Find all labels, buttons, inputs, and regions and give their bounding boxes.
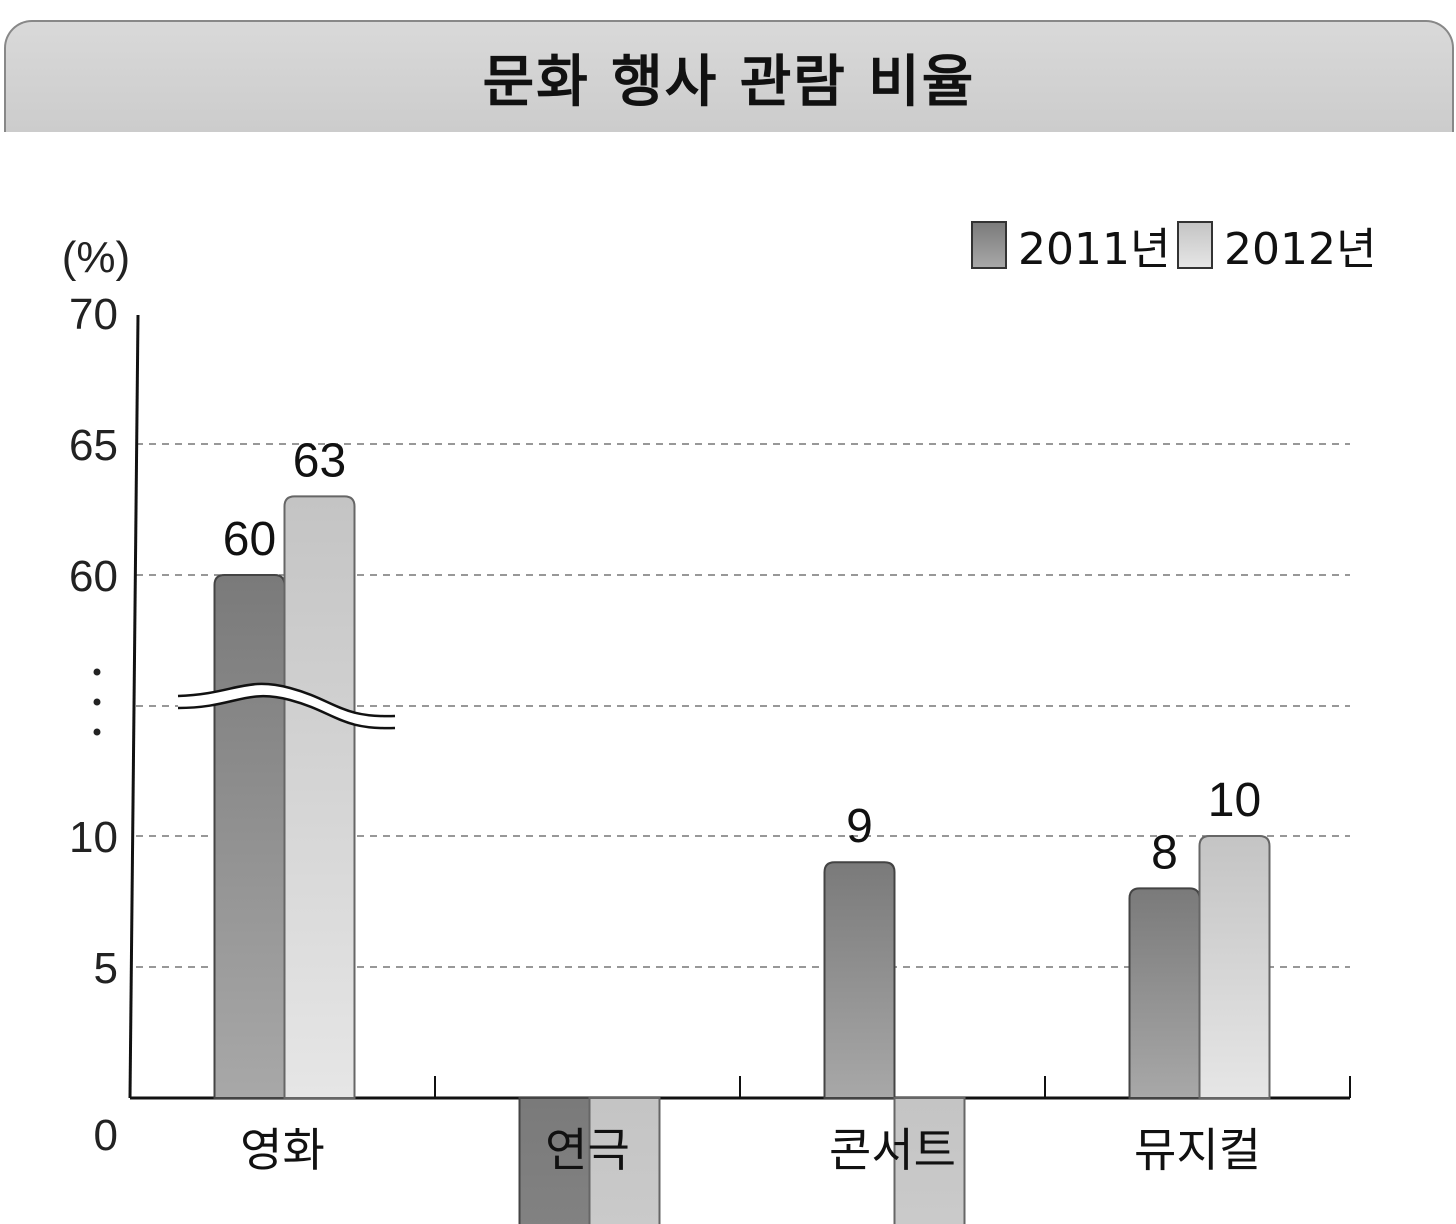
axis-break-marks [177, 682, 396, 730]
bar [518, 1097, 591, 1224]
data-label: 60 [223, 513, 276, 566]
axis-break-dot [93, 728, 101, 736]
y-tick-label: 60 [69, 552, 118, 601]
axis-break-gap [178, 683, 395, 729]
y-tick-label: 65 [69, 421, 118, 470]
axis-break-dot [93, 668, 101, 676]
bars [213, 495, 1271, 1224]
data-label: 10 [1208, 774, 1261, 827]
y-tick-label: 70 [69, 290, 118, 339]
bar [1198, 835, 1271, 1099]
x-tick-label: 뮤지컬 [1134, 1123, 1261, 1177]
y-tick-label: 5 [94, 944, 118, 993]
legend-swatch [971, 221, 1007, 269]
x-tick-label: 연극 [545, 1123, 630, 1177]
title-banner: 문화 행사 관람 비율 [4, 20, 1454, 132]
bar [823, 861, 896, 1099]
axis-break-line [177, 694, 396, 730]
bar [588, 1097, 661, 1224]
y-tick-label: 0 [94, 1111, 118, 1160]
legend: 2011년 2012년 [971, 221, 1376, 275]
y-axis-line [128, 314, 140, 1099]
data-label: 9 [846, 800, 873, 853]
legend-label: 2012년 [1224, 224, 1376, 275]
x-tick-label: 영화 [240, 1123, 325, 1177]
page-title: 문화 행사 관람 비율 [482, 49, 976, 115]
data-label: 8 [1151, 826, 1178, 879]
data-label: 63 [293, 434, 346, 487]
bar [893, 1097, 966, 1224]
legend-swatch [1177, 221, 1213, 269]
y-axis-label: (%) [62, 233, 130, 282]
x-tick-label: 콘서트 [829, 1123, 956, 1177]
bar [1128, 887, 1201, 1099]
axis-break-dot [93, 698, 101, 706]
legend-label: 2011년 [1018, 224, 1170, 275]
bar [283, 495, 356, 1099]
axis-break-line [177, 682, 396, 718]
bar [213, 574, 286, 1099]
y-tick-label: 10 [69, 813, 118, 862]
